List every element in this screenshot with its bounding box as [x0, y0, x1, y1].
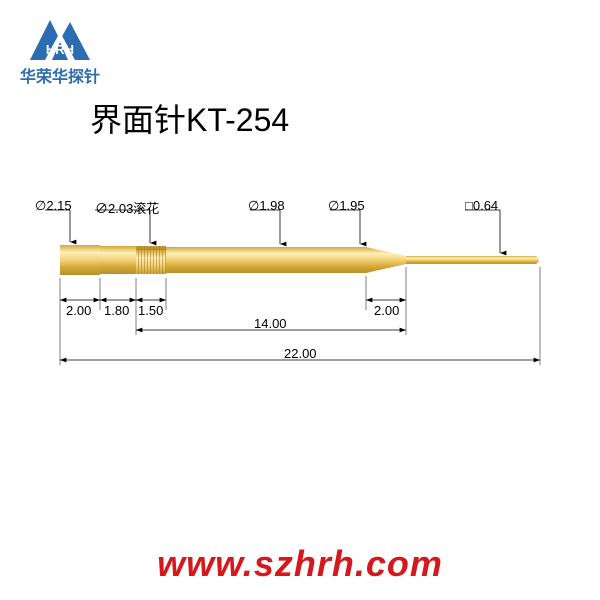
- dim-s5: 2.00: [374, 303, 399, 318]
- dim-s3: 1.50: [138, 303, 163, 318]
- dim-s1: 2.00: [66, 303, 91, 318]
- dim-d3: ∅1.98: [248, 198, 285, 214]
- logo-abbrev: HRH: [46, 42, 74, 57]
- dim-s4: 14.00: [254, 316, 287, 331]
- dim-s6: 22.00: [284, 346, 317, 361]
- logo-company-cn: 华荣华探针: [20, 67, 100, 86]
- pin-section-2a: [100, 246, 136, 274]
- dim-s2: 1.80: [104, 303, 129, 318]
- pin-section-1: [60, 245, 100, 275]
- dim-d2: ∅2.03滚花: [95, 198, 159, 217]
- product-title: 界面针KT-254: [90, 95, 289, 141]
- pin-tip-end: [536, 256, 539, 264]
- dim-d5: □0.64: [465, 198, 498, 213]
- dim-d1: ∅2.15: [35, 198, 72, 214]
- technical-drawing: ∅2.15 ∅2.03滚花 ∅1.98 ∅1.95 □0.64 2.00 1.8…: [0, 190, 600, 390]
- dim-d4: ∅1.95: [328, 198, 365, 214]
- pin-knurl: [136, 246, 166, 274]
- website-url: www.szhrh.com: [0, 543, 600, 585]
- pin-section-3: [166, 247, 366, 273]
- pin-taper: [366, 247, 406, 273]
- pin-tip: [406, 256, 536, 264]
- company-logo: HRH 华荣华探针: [10, 10, 120, 100]
